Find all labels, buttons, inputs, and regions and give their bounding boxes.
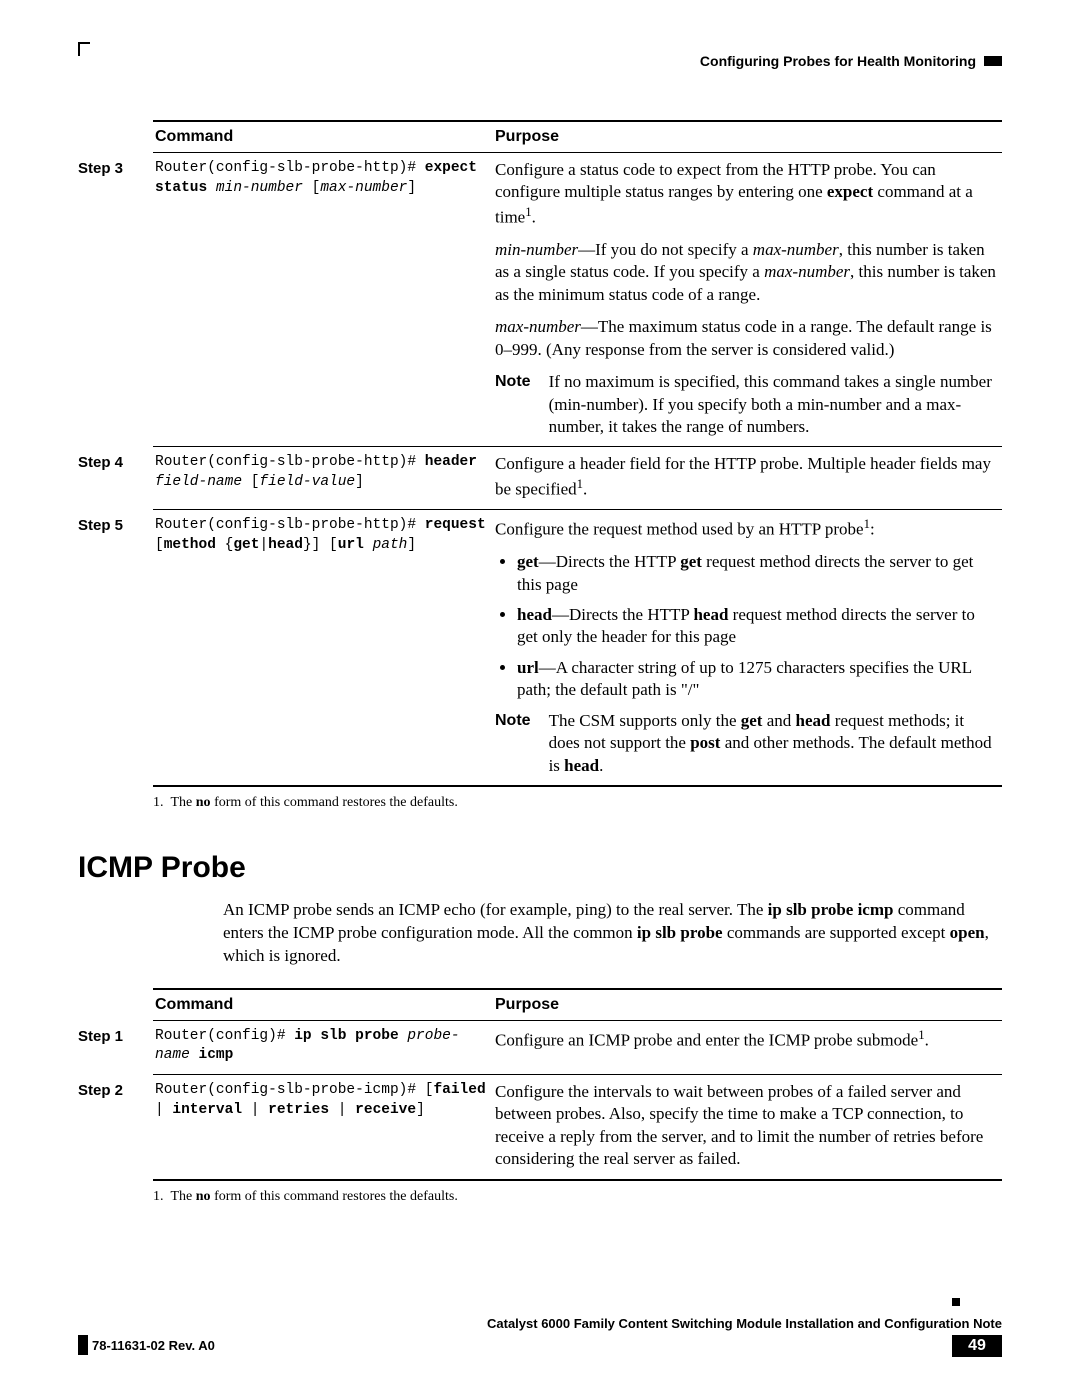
icmp-intro-paragraph: An ICMP probe sends an ICMP echo (for ex… xyxy=(223,899,1002,968)
footer-left-tab xyxy=(78,1335,88,1355)
command-cell: Step 4Router(config-slb-probe-http)# hea… xyxy=(153,447,493,510)
footer-page-number: 49 xyxy=(952,1335,1002,1357)
col-header-purpose: Purpose xyxy=(493,121,1002,153)
col-header-purpose: Purpose xyxy=(493,989,1002,1021)
purpose-cell: Configure an ICMP probe and enter the IC… xyxy=(493,1020,1002,1074)
footer-book-title: Catalyst 6000 Family Content Switching M… xyxy=(78,1316,1002,1331)
command-cell: Step 2Router(config-slb-probe-icmp)# [fa… xyxy=(153,1074,493,1179)
command-cell: Step 1Router(config)# ip slb probe probe… xyxy=(153,1020,493,1074)
purpose-cell: Configure a header field for the HTTP pr… xyxy=(493,447,1002,510)
table-row: Step 4Router(config-slb-probe-http)# hea… xyxy=(153,447,1002,510)
http-probe-table-wrapper: Command Purpose Step 3Router(config-slb-… xyxy=(78,120,1002,787)
col-header-command: Command xyxy=(153,121,493,153)
table1-footnote: 1. The no form of this command restores … xyxy=(153,795,1002,811)
command-text: Router(config-slb-probe-http)# request [… xyxy=(155,516,487,555)
footer-revision: 78-11631-02 Rev. A0 xyxy=(92,1338,215,1353)
purpose-cell: Configure the intervals to wait between … xyxy=(493,1074,1002,1179)
section-heading-icmp-probe: ICMP Probe xyxy=(78,851,1002,885)
step-label: Step 4 xyxy=(78,453,148,473)
command-text: Router(config-slb-probe-icmp)# [failed |… xyxy=(155,1081,487,1120)
col-header-command: Command xyxy=(153,989,493,1021)
step-label: Step 5 xyxy=(78,516,148,536)
step-label: Step 3 xyxy=(78,159,148,179)
command-cell: Step 5Router(config-slb-probe-http)# req… xyxy=(153,510,493,787)
table-row: Step 5Router(config-slb-probe-http)# req… xyxy=(153,510,1002,787)
command-text: Router(config)# ip slb probe probe-name … xyxy=(155,1027,487,1066)
icmp-probe-command-table: Command Purpose Step 1Router(config)# ip… xyxy=(153,988,1002,1181)
footer-ornament xyxy=(952,1298,960,1306)
header-end-bar xyxy=(984,56,1002,66)
page-content: Command Purpose Step 3Router(config-slb-… xyxy=(78,120,1002,1205)
purpose-cell: Configure a status code to expect from t… xyxy=(493,153,1002,447)
table-row: Step 2Router(config-slb-probe-icmp)# [fa… xyxy=(153,1074,1002,1179)
command-text: Router(config-slb-probe-http)# expect st… xyxy=(155,159,487,198)
page-footer: Catalyst 6000 Family Content Switching M… xyxy=(78,1316,1002,1359)
table-row: Step 3Router(config-slb-probe-http)# exp… xyxy=(153,153,1002,447)
table-row: Step 1Router(config)# ip slb probe probe… xyxy=(153,1020,1002,1074)
running-header: Configuring Probes for Health Monitoring xyxy=(0,53,976,69)
icmp-probe-table-wrapper: Command Purpose Step 1Router(config)# ip… xyxy=(78,988,1002,1181)
purpose-cell: Configure the request method used by an … xyxy=(493,510,1002,787)
step-label: Step 1 xyxy=(78,1027,148,1047)
http-probe-command-table: Command Purpose Step 3Router(config-slb-… xyxy=(153,120,1002,787)
command-text: Router(config-slb-probe-http)# header fi… xyxy=(155,453,487,492)
step-label: Step 2 xyxy=(78,1081,148,1101)
table2-footnote: 1. The no form of this command restores … xyxy=(153,1189,1002,1205)
command-cell: Step 3Router(config-slb-probe-http)# exp… xyxy=(153,153,493,447)
